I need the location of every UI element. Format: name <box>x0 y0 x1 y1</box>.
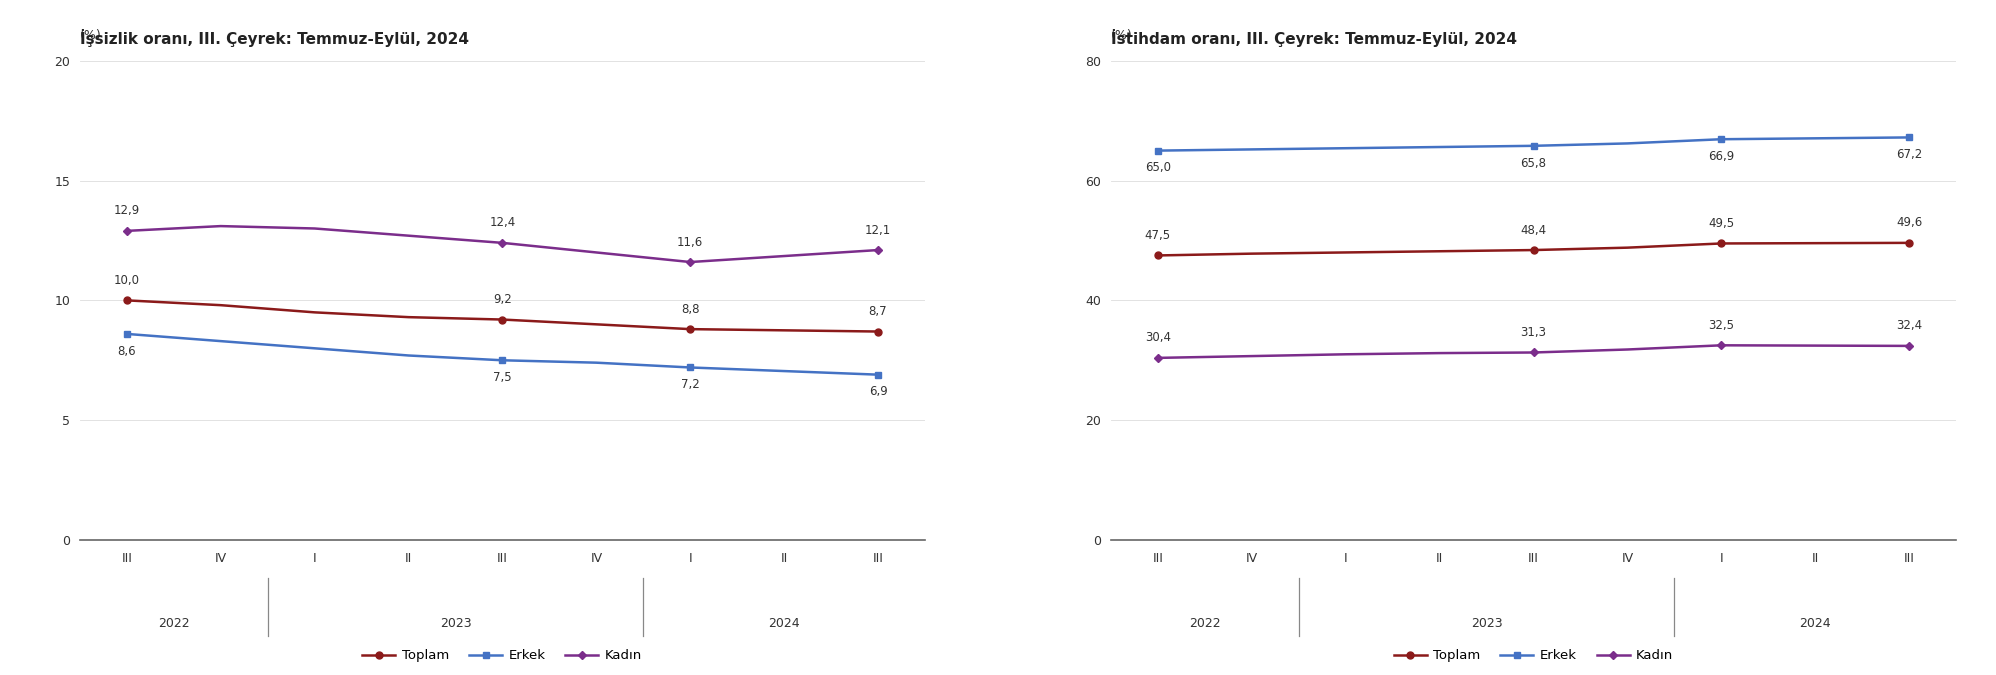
Text: 67,2: 67,2 <box>1896 148 1922 161</box>
Text: 2022: 2022 <box>1190 617 1222 630</box>
Text: 8,7: 8,7 <box>868 305 888 318</box>
Text: 49,6: 49,6 <box>1896 217 1922 230</box>
Text: 12,4: 12,4 <box>489 217 515 230</box>
Text: 48,4: 48,4 <box>1521 223 1547 237</box>
Legend: Toplam, Erkek, Kadın: Toplam, Erkek, Kadın <box>357 644 647 668</box>
Text: 8,6: 8,6 <box>118 345 136 358</box>
Text: 6,9: 6,9 <box>868 385 888 398</box>
Text: 65,0: 65,0 <box>1146 161 1172 174</box>
Text: (%): (%) <box>1112 28 1132 42</box>
Text: 12,1: 12,1 <box>864 223 890 237</box>
Text: 31,3: 31,3 <box>1521 326 1547 339</box>
Text: İşsizlik oranı, III. Çeyrek: Temmuz-Eylül, 2024: İşsizlik oranı, III. Çeyrek: Temmuz-Eylü… <box>80 29 469 47</box>
Text: 65,8: 65,8 <box>1521 157 1547 169</box>
Text: 12,9: 12,9 <box>114 205 140 217</box>
Text: 9,2: 9,2 <box>493 293 511 306</box>
Text: 2024: 2024 <box>1800 617 1830 630</box>
Text: 7,2: 7,2 <box>681 378 701 392</box>
Text: 66,9: 66,9 <box>1709 150 1735 163</box>
Text: İstihdam oranı, III. Çeyrek: Temmuz-Eylül, 2024: İstihdam oranı, III. Çeyrek: Temmuz-Eylü… <box>1112 29 1517 47</box>
Text: 2022: 2022 <box>158 617 190 630</box>
Text: (%): (%) <box>80 28 102 42</box>
Text: 32,4: 32,4 <box>1896 319 1922 333</box>
Text: 32,5: 32,5 <box>1709 319 1735 332</box>
Text: 10,0: 10,0 <box>114 274 140 287</box>
Text: 49,5: 49,5 <box>1709 217 1735 230</box>
Text: 7,5: 7,5 <box>493 371 511 384</box>
Text: 30,4: 30,4 <box>1146 331 1172 344</box>
Text: 8,8: 8,8 <box>681 302 699 316</box>
Text: 2023: 2023 <box>1471 617 1503 630</box>
Text: 47,5: 47,5 <box>1146 229 1172 242</box>
Legend: Toplam, Erkek, Kadın: Toplam, Erkek, Kadın <box>1389 644 1679 668</box>
Text: 2023: 2023 <box>439 617 471 630</box>
Text: 11,6: 11,6 <box>677 236 703 248</box>
Text: 2024: 2024 <box>768 617 800 630</box>
